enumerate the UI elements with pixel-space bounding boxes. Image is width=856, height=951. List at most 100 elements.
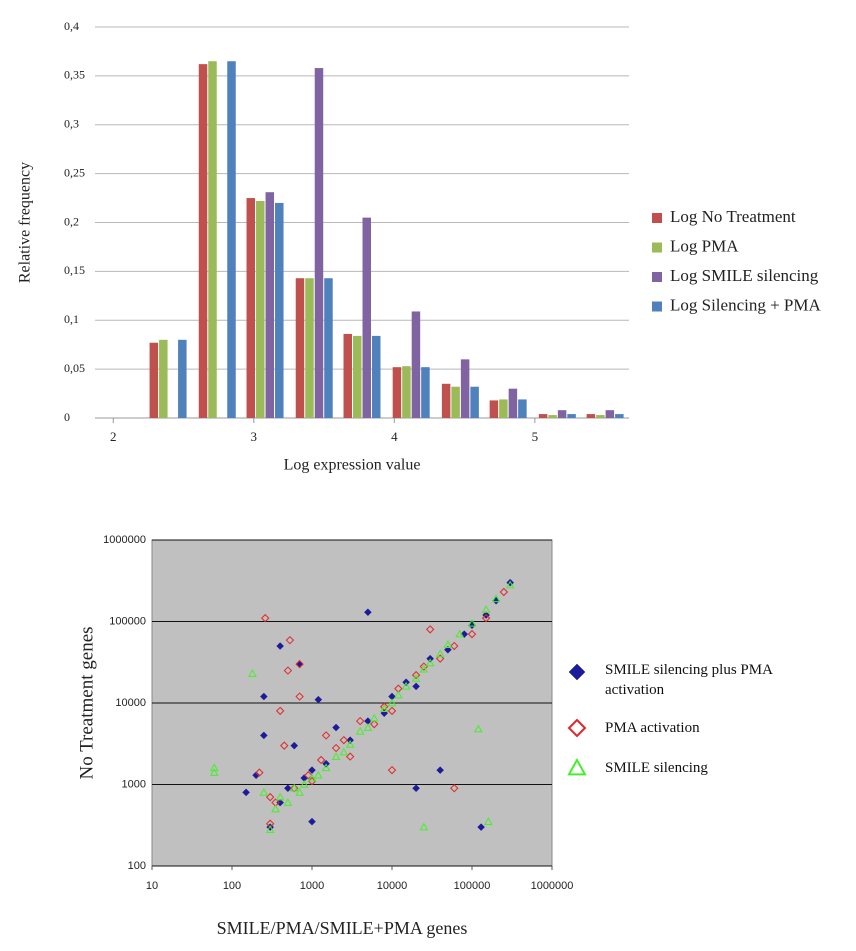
scatter-point <box>260 613 270 623</box>
y-tick-label: 1000000 <box>103 534 146 546</box>
scatter-point <box>473 724 483 733</box>
y-tick-label: 0 <box>64 410 70 424</box>
bar <box>567 414 576 418</box>
scatter-point <box>355 716 365 726</box>
scatter-point <box>481 605 491 613</box>
scatter-point <box>425 625 435 634</box>
scatter-point <box>345 739 355 748</box>
scatter-point <box>499 587 509 597</box>
scatter-point <box>467 618 477 627</box>
scatter-point <box>248 668 257 677</box>
y-tick-label: 0,1 <box>64 312 79 326</box>
scatter-point <box>331 752 341 760</box>
bar <box>343 333 352 418</box>
y-tick-label: 100000 <box>109 615 146 627</box>
scatter-point <box>284 784 292 793</box>
legend-marker <box>567 757 587 776</box>
y-tick-label: 0,3 <box>64 117 79 131</box>
scatter-point <box>290 784 299 793</box>
bar <box>324 278 333 418</box>
bar <box>392 367 402 418</box>
y-tick-label: 0,4 <box>64 19 79 33</box>
bar <box>159 339 168 418</box>
scatter-point <box>401 681 411 690</box>
scatter-point <box>259 692 268 701</box>
scatter-point <box>491 594 501 603</box>
bar <box>246 198 256 418</box>
scatter-point <box>387 765 397 775</box>
scatter-point <box>419 664 429 673</box>
scatter-point <box>425 658 435 667</box>
scatter-point <box>255 768 264 777</box>
bar <box>353 335 362 418</box>
bar <box>441 383 451 418</box>
x-tick-label: 1000 <box>300 880 324 892</box>
scatter-point <box>314 695 323 704</box>
bar <box>489 400 499 418</box>
bar <box>421 367 430 418</box>
scatter-point <box>304 771 313 780</box>
scatter-point <box>339 735 349 745</box>
bar <box>178 339 187 418</box>
scatter-point <box>295 787 304 796</box>
x-tick-label: 4 <box>391 429 398 444</box>
scatter-point <box>252 771 260 780</box>
y-tick-label: 10000 <box>115 697 146 709</box>
scatter-point <box>280 741 289 750</box>
y-tick-label: 0,05 <box>64 361 85 375</box>
x-tick-label: 3 <box>251 429 258 444</box>
scatter-point <box>209 763 219 772</box>
y-tick-label: 100 <box>128 860 146 872</box>
scatter-point <box>364 608 372 617</box>
y-tick-label: 0,15 <box>64 263 85 277</box>
x-tick-label: 2 <box>110 429 117 444</box>
scatter-point <box>477 823 485 831</box>
bar <box>460 359 470 418</box>
scatter-point <box>316 755 326 765</box>
scatter-point <box>271 804 280 813</box>
scatter-point <box>345 752 355 761</box>
scatter-point <box>419 662 429 671</box>
scatter-point <box>363 723 373 731</box>
scatter-point <box>481 613 491 623</box>
scatter-point <box>265 792 275 802</box>
scatter-point <box>307 773 317 782</box>
scatter-point <box>275 792 285 801</box>
bar <box>227 61 236 419</box>
bar <box>265 192 275 418</box>
scatter-point <box>290 741 299 750</box>
bar <box>470 386 479 418</box>
legend-label: Log Silencing + PMA <box>670 295 822 314</box>
scatter-point <box>308 817 316 826</box>
scatter-point <box>412 784 420 793</box>
scatter-point <box>387 706 397 716</box>
bar <box>586 414 596 418</box>
legend-swatch <box>652 272 662 282</box>
scatter-point <box>295 659 304 669</box>
bar <box>548 415 557 418</box>
scatter-point <box>506 578 515 587</box>
scatter-point <box>289 783 299 792</box>
legend-label: Log SMILE silencing <box>670 266 819 285</box>
legend-label: SMILE silencing <box>605 760 708 776</box>
scatter-point <box>307 776 317 786</box>
legend-label: Log No Treatment <box>670 207 796 226</box>
x-tick-label: 10000 <box>377 880 408 892</box>
bar <box>508 388 518 418</box>
scatter-point <box>332 723 340 732</box>
scatter-point <box>411 670 421 680</box>
bar <box>295 278 305 418</box>
x-tick-label: 100 <box>223 880 241 892</box>
bar <box>402 366 411 418</box>
x-tick-label: 10 <box>146 880 158 892</box>
bar <box>305 278 314 418</box>
bar <box>615 414 624 418</box>
bar <box>499 399 508 418</box>
bar <box>538 414 548 418</box>
scatter-point <box>265 819 275 828</box>
scatter-point <box>209 768 219 776</box>
legend-label: SMILE silencing plus PMA activation <box>605 662 773 698</box>
bar <box>411 311 421 418</box>
x-tick-label: 5 <box>532 429 539 444</box>
scatter-point <box>355 726 365 735</box>
